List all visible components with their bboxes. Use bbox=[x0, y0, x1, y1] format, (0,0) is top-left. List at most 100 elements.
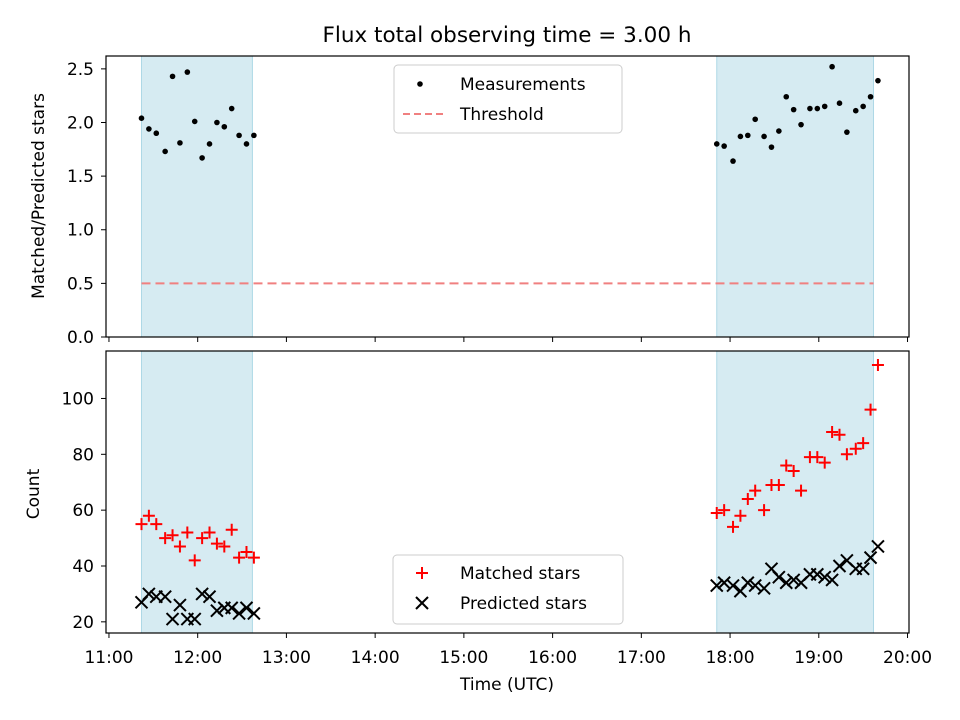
measurement-point bbox=[184, 69, 191, 75]
matched-stars-legend-marker bbox=[416, 567, 428, 579]
matched-stars-legend-label: Matched stars bbox=[460, 564, 580, 584]
observing-intervals bbox=[140, 55, 875, 338]
measurement-point bbox=[243, 141, 250, 147]
y-tick-label: 40 bbox=[72, 557, 94, 577]
measurement-point bbox=[752, 116, 759, 123]
measurement-point bbox=[713, 141, 720, 147]
matched-star-point bbox=[795, 484, 808, 497]
matched-star-point bbox=[159, 532, 172, 545]
shaded-interval bbox=[140, 350, 253, 634]
x-tick-label: 15:00 bbox=[439, 648, 488, 668]
predicted-star-point bbox=[825, 573, 839, 587]
measurement-point bbox=[721, 143, 727, 149]
predicted-star-point bbox=[188, 612, 202, 626]
measurement-point bbox=[783, 93, 790, 100]
matched-star-point bbox=[210, 537, 223, 550]
matched-star-point bbox=[826, 425, 839, 438]
predicted-star-point bbox=[786, 573, 801, 587]
shaded-interval bbox=[140, 55, 253, 338]
measurement-point bbox=[814, 105, 821, 112]
matched-star-point bbox=[857, 437, 870, 450]
matched-star-point bbox=[811, 451, 824, 464]
predicted-star-point bbox=[224, 601, 239, 615]
matched-star-point bbox=[787, 465, 800, 478]
measurement-point bbox=[251, 132, 257, 139]
count-y-axis-label: Count bbox=[24, 468, 44, 519]
measurement-point bbox=[768, 144, 775, 150]
measurement-point bbox=[829, 63, 835, 70]
matched-star-point bbox=[772, 479, 785, 492]
measurement-point bbox=[199, 155, 205, 161]
predicted-star-point bbox=[173, 598, 187, 612]
predicted-star-point bbox=[142, 587, 156, 601]
matched-star-point bbox=[749, 484, 762, 497]
measurement-point bbox=[867, 93, 874, 100]
y-tick-label: 0.0 bbox=[67, 328, 94, 348]
measurement-point bbox=[790, 106, 797, 113]
measurement-point bbox=[236, 132, 242, 139]
matched-star-point bbox=[727, 520, 740, 533]
x-tick-label: 12:00 bbox=[173, 648, 222, 668]
measurement-point bbox=[745, 132, 751, 139]
x-tick-label: 18:00 bbox=[706, 648, 755, 668]
matched-star-point bbox=[758, 504, 771, 517]
matched-star-point bbox=[233, 551, 246, 564]
y-tick-label: 100 bbox=[62, 389, 94, 409]
predicted-star-point bbox=[726, 578, 740, 593]
predicted-stars-legend-label: Predicted stars bbox=[460, 594, 587, 614]
count-axis-ticks: 11:00 12:00 13:00 14:00 15:00 16:00 17:00 18:00… bbox=[62, 389, 932, 668]
matched-star-point bbox=[150, 518, 163, 531]
measurement-point bbox=[875, 77, 881, 84]
measurement-point bbox=[860, 103, 866, 110]
matched-star-point bbox=[780, 459, 793, 472]
x-tick-label: 14:00 bbox=[351, 648, 400, 668]
x-tick-label: 13:00 bbox=[262, 648, 311, 668]
predicted-star-point bbox=[810, 567, 825, 582]
predicted-star-point bbox=[158, 589, 172, 604]
count-panel: 11:00 12:00 13:00 14:00 15:00 16:00 17:00 18:00… bbox=[24, 350, 932, 668]
measurement-point bbox=[807, 105, 813, 112]
x-tick-label: 11:00 bbox=[84, 648, 133, 668]
matched-star-point bbox=[718, 504, 731, 517]
ratio-legend: Measurements Threshold bbox=[393, 64, 623, 134]
y-tick-label: 20 bbox=[72, 613, 94, 633]
predicted-star-point bbox=[779, 576, 793, 590]
matched-star-point bbox=[741, 492, 754, 505]
measurement-point bbox=[206, 141, 213, 147]
y-tick-label: 1.0 bbox=[67, 221, 94, 241]
y-tick-label: 60 bbox=[72, 501, 94, 521]
predicted-star-point bbox=[871, 539, 885, 554]
matched-star-point bbox=[734, 509, 747, 522]
x-tick-label: 19:00 bbox=[794, 648, 843, 668]
measurement-point bbox=[214, 119, 220, 126]
y-tick-label: 2.5 bbox=[67, 60, 94, 80]
matched-star-point bbox=[818, 456, 831, 469]
predicted-star-point bbox=[165, 612, 180, 626]
measurement-point bbox=[153, 130, 160, 137]
ratio-panel: 0.0 0.5 1.0 1.5 2.0 2.5 Matched/Predicted sta… bbox=[29, 55, 910, 348]
measurement-point bbox=[221, 123, 228, 130]
ratio-marks bbox=[138, 63, 881, 285]
predicted-star-point bbox=[210, 603, 224, 618]
measurement-point bbox=[761, 133, 767, 140]
matched-star-point bbox=[840, 448, 853, 461]
count-marks bbox=[134, 358, 885, 626]
predicted-star-point bbox=[757, 581, 771, 596]
predicted-star-point bbox=[195, 587, 209, 601]
x-tick-label: 16:00 bbox=[528, 648, 577, 668]
predicted-star-point bbox=[202, 589, 217, 604]
predicted-star-point bbox=[856, 562, 870, 576]
matched-star-point bbox=[181, 526, 194, 539]
measurements-legend-label: Measurements bbox=[460, 75, 586, 95]
x-tick-label: 17:00 bbox=[617, 648, 666, 668]
measurement-point bbox=[191, 118, 198, 125]
ratio-plot-frame bbox=[105, 55, 910, 338]
count-legend: Matched stars Predicted stars bbox=[392, 554, 624, 625]
y-tick-label: 1.5 bbox=[67, 167, 94, 187]
measurement-point bbox=[776, 128, 782, 134]
measurement-point bbox=[162, 148, 168, 155]
measurement-point bbox=[177, 140, 183, 146]
matched-star-point bbox=[225, 523, 238, 536]
matched-star-point bbox=[871, 358, 884, 371]
